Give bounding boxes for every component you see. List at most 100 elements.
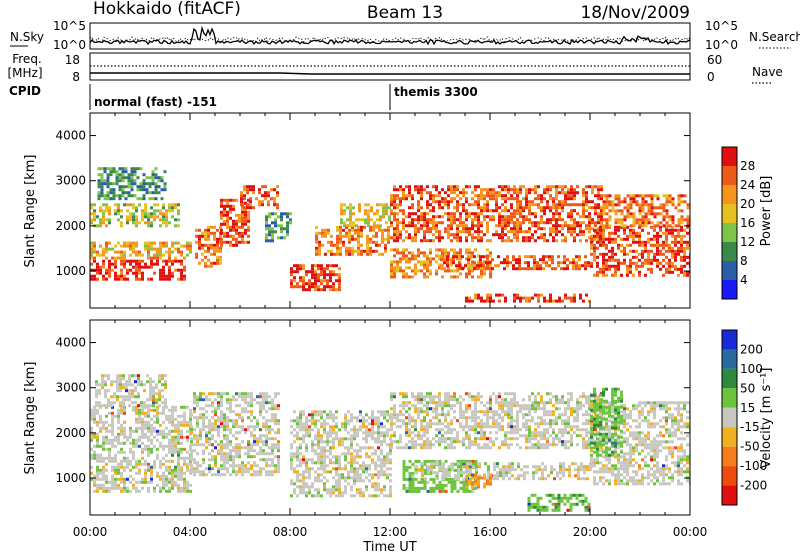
echo-cell <box>229 419 232 422</box>
echo-cell <box>453 236 456 239</box>
echo-cell <box>462 230 465 233</box>
echo-cell <box>546 239 549 242</box>
echo-cell <box>249 200 252 203</box>
echo-cell <box>135 260 138 263</box>
echo-cell <box>186 469 189 472</box>
echo-cell <box>611 274 614 277</box>
echo-cell <box>220 223 223 226</box>
echo-cell <box>141 272 144 275</box>
echo-cell <box>393 188 396 191</box>
echo-cell <box>114 251 117 254</box>
echo-cell <box>347 431 350 434</box>
echo-cell <box>314 282 317 285</box>
echo-cell <box>483 209 486 212</box>
echo-cell <box>518 255 521 258</box>
echo-cell <box>159 257 162 260</box>
echo-cell <box>438 215 441 218</box>
echo-cell <box>417 191 420 194</box>
echo-cell <box>153 272 156 275</box>
echo-cell <box>93 451 96 454</box>
echo-cell <box>259 470 262 473</box>
echo-cell <box>588 224 591 227</box>
echo-cell <box>417 251 420 254</box>
echo-cell <box>341 491 344 494</box>
echo-cell <box>199 407 202 410</box>
echo-cell <box>235 223 238 226</box>
echo-cell <box>501 224 504 227</box>
echo-cell <box>126 218 129 221</box>
echo-cell <box>417 203 420 206</box>
echo-cell <box>513 294 516 297</box>
echo-cell <box>573 218 576 221</box>
echo-cell <box>162 272 165 275</box>
echo-cell <box>444 212 447 215</box>
echo-cell <box>131 179 134 182</box>
echo-cell <box>359 455 362 458</box>
echo-cell <box>383 494 386 497</box>
echo-cell <box>216 247 219 250</box>
echo-cell <box>155 197 158 200</box>
echo-cell <box>389 473 392 476</box>
echo-cell <box>347 437 350 440</box>
echo-cell <box>265 440 268 443</box>
echo-cell <box>241 238 244 241</box>
echo-cell <box>453 275 456 278</box>
echo-cell <box>96 439 99 442</box>
echo-cell <box>537 185 540 188</box>
echo-cell <box>551 255 554 258</box>
echo-cell <box>383 464 386 467</box>
echo-cell <box>447 185 450 188</box>
echo-cell <box>165 418 168 421</box>
echo-cell <box>554 267 557 270</box>
echo-cell <box>208 431 211 434</box>
echo-cell <box>423 218 426 221</box>
echo-cell <box>555 209 558 212</box>
echo-cell <box>459 203 462 206</box>
echo-cell <box>662 253 665 256</box>
echo-cell <box>668 259 671 262</box>
echo-cell <box>483 218 486 221</box>
echo-cell <box>447 395 450 398</box>
echo-cell <box>432 416 435 419</box>
echo-cell <box>594 221 597 224</box>
echo-cell <box>534 294 537 297</box>
echo-cell <box>465 275 468 278</box>
echo-cell <box>110 191 113 194</box>
echo-cell <box>129 436 132 439</box>
echo-cell <box>289 221 292 224</box>
echo-cell <box>393 194 396 197</box>
echo-cell <box>414 224 417 227</box>
echo-cell <box>414 446 417 449</box>
echo-cell <box>684 194 687 197</box>
echo-cell <box>122 173 125 176</box>
echo-cell <box>329 425 332 428</box>
echo-cell <box>143 194 146 197</box>
echo-cell <box>196 395 199 398</box>
echo-cell <box>609 203 612 206</box>
echo-cell <box>196 464 199 467</box>
echo-cell <box>264 194 267 197</box>
echo-cell <box>379 215 382 218</box>
echo-cell <box>393 185 396 188</box>
echo-cell <box>150 427 153 430</box>
echo-cell <box>543 233 546 236</box>
echo-cell <box>423 239 426 242</box>
echo-cell <box>308 473 311 476</box>
echo-cell <box>674 250 677 253</box>
echo-cell <box>357 250 360 253</box>
echo-cell <box>620 262 623 265</box>
echo-cell <box>675 224 678 227</box>
echo-cell <box>618 200 621 203</box>
echo-cell <box>168 209 171 212</box>
echo-cell <box>498 185 501 188</box>
echo-cell <box>274 464 277 467</box>
echo-cell <box>390 422 393 425</box>
echo-cell <box>366 247 369 250</box>
echo-cell <box>120 269 123 272</box>
echo-cell <box>671 229 674 232</box>
echo-cell <box>483 206 486 209</box>
echo-cell <box>238 404 241 407</box>
echo-cell <box>277 422 280 425</box>
echo-cell <box>302 410 305 413</box>
echo-cell <box>513 197 516 200</box>
